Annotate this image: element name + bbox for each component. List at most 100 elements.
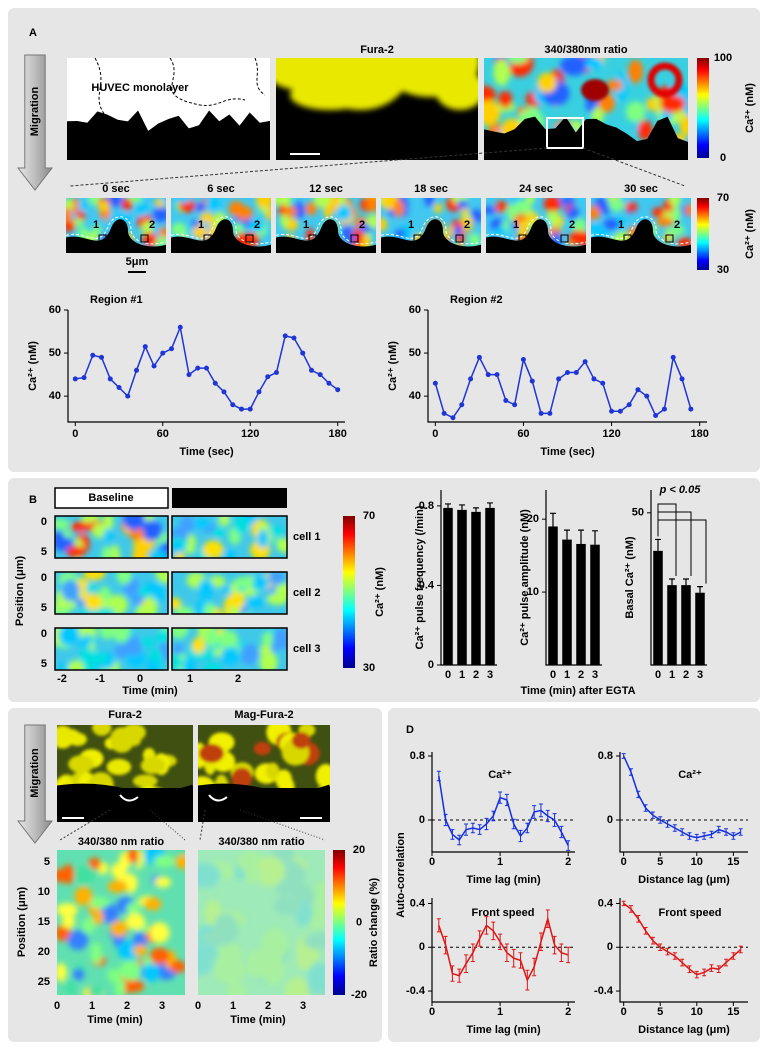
image xyxy=(591,198,691,253)
heatmap-blob xyxy=(247,596,265,608)
x-axis-title: Distance lag (μm) xyxy=(638,1024,730,1036)
heatmap-blob xyxy=(174,606,194,614)
error-bar xyxy=(683,578,689,586)
x-tick-label: 2 xyxy=(265,1000,271,1012)
heatmap-blob xyxy=(149,550,168,558)
data-point xyxy=(247,406,253,412)
error-bar xyxy=(538,932,543,952)
x-tick-label: 2 xyxy=(473,669,479,681)
x-tick-label: 5 xyxy=(657,1006,663,1018)
heatmap-blob xyxy=(506,58,529,64)
heatmap-blob xyxy=(235,205,253,221)
axis-title: Position (μm) xyxy=(14,556,26,627)
heatmap-blob xyxy=(98,200,110,212)
heatmap-blob xyxy=(103,516,114,532)
x-tick-label: 0 xyxy=(445,669,451,681)
heatmap-blob xyxy=(315,763,330,789)
zoom-line xyxy=(199,809,206,841)
data-point xyxy=(125,393,131,399)
x-tick-label: 2 xyxy=(578,669,584,681)
heatmap-blob xyxy=(526,213,540,223)
data-point xyxy=(72,376,78,382)
data-point xyxy=(195,365,201,371)
error-bar xyxy=(665,820,670,828)
error-bar xyxy=(738,828,743,836)
error-bar xyxy=(450,965,455,982)
error-bar xyxy=(457,834,462,846)
distance-label: 0 xyxy=(200,801,206,813)
heatmap-frame xyxy=(54,627,169,671)
heatmap-blob xyxy=(92,909,104,925)
heatmap-blob xyxy=(272,628,287,650)
data-point xyxy=(116,385,122,391)
heatmap-blob xyxy=(608,198,625,212)
heatmap-blob xyxy=(240,643,259,665)
heatmap-blob xyxy=(450,219,465,229)
heatmap-frame xyxy=(54,571,169,615)
y-tick-label: 0 xyxy=(607,941,613,953)
data-point xyxy=(308,367,314,373)
error-bar xyxy=(545,809,550,823)
heatmap-blob xyxy=(651,207,665,218)
x-tick-label: 10 xyxy=(691,856,703,868)
heatmap-blob xyxy=(256,198,271,209)
heatmap-blob xyxy=(684,203,691,217)
heatmap-blob xyxy=(172,643,185,655)
axis-line xyxy=(67,310,345,423)
heatmap-blob xyxy=(362,235,371,249)
error-bar xyxy=(643,804,648,812)
colorbar-label: Ca²⁺ (nM) xyxy=(744,83,756,133)
bar xyxy=(590,544,600,665)
heatmap-blob xyxy=(101,546,113,558)
y-tick-label: 15 xyxy=(38,916,50,928)
heatmap-blob xyxy=(154,876,172,888)
x-tick-label: 0 xyxy=(621,856,627,868)
heatmap-blob xyxy=(248,219,265,232)
region-label: 2 xyxy=(569,219,575,231)
condition-box xyxy=(172,488,287,508)
image xyxy=(171,198,271,253)
heatmap-blob xyxy=(67,930,89,950)
error-bar xyxy=(636,915,641,923)
heatmap-blob xyxy=(517,220,529,234)
heatmap-blob xyxy=(226,982,247,995)
error-bar xyxy=(650,936,655,945)
colorbar xyxy=(343,516,355,668)
x-tick-label: 2 xyxy=(235,673,241,685)
data-point xyxy=(81,375,87,381)
data-point xyxy=(186,372,192,378)
row-tick-label: 5 xyxy=(41,546,47,558)
x-tick-label: 1 xyxy=(669,669,675,681)
heatmap-blob xyxy=(283,206,297,217)
error-bar xyxy=(694,833,699,842)
error-bar xyxy=(436,918,441,933)
y-tick-label: 60 xyxy=(49,304,61,316)
heatmap-blob xyxy=(453,225,463,236)
y-tick-label: -0.4 xyxy=(594,985,614,997)
bar xyxy=(681,585,691,665)
heatmap-blob xyxy=(172,597,182,610)
y-tick-label: 0.8 xyxy=(598,750,613,762)
heatmap-blob xyxy=(275,583,287,596)
heatmap-blob xyxy=(144,897,162,911)
colorbar-tick-label: 70 xyxy=(363,510,375,522)
heatmap-blob xyxy=(93,607,116,614)
data-point xyxy=(273,369,279,375)
x-tick-label: 2 xyxy=(124,1000,130,1012)
heatmap-blob xyxy=(625,202,638,213)
heatmap-blob xyxy=(153,236,166,248)
frame-label: 18 sec xyxy=(414,183,448,195)
cell-label: cell 1 xyxy=(293,531,321,543)
error-bar xyxy=(636,790,641,799)
data-point xyxy=(256,389,262,395)
error-bar xyxy=(731,952,736,960)
image-label: HUVEC monolayer xyxy=(91,82,189,94)
error-bar xyxy=(628,768,633,776)
heatmap-blob xyxy=(107,880,128,893)
heatmap-blob xyxy=(140,520,163,541)
cell-free-region xyxy=(486,219,586,253)
chart-title: Region #2 xyxy=(450,294,503,306)
heatmap-blob xyxy=(85,583,97,594)
heatmap-blob xyxy=(261,928,289,960)
heatmap-blob xyxy=(57,725,75,749)
